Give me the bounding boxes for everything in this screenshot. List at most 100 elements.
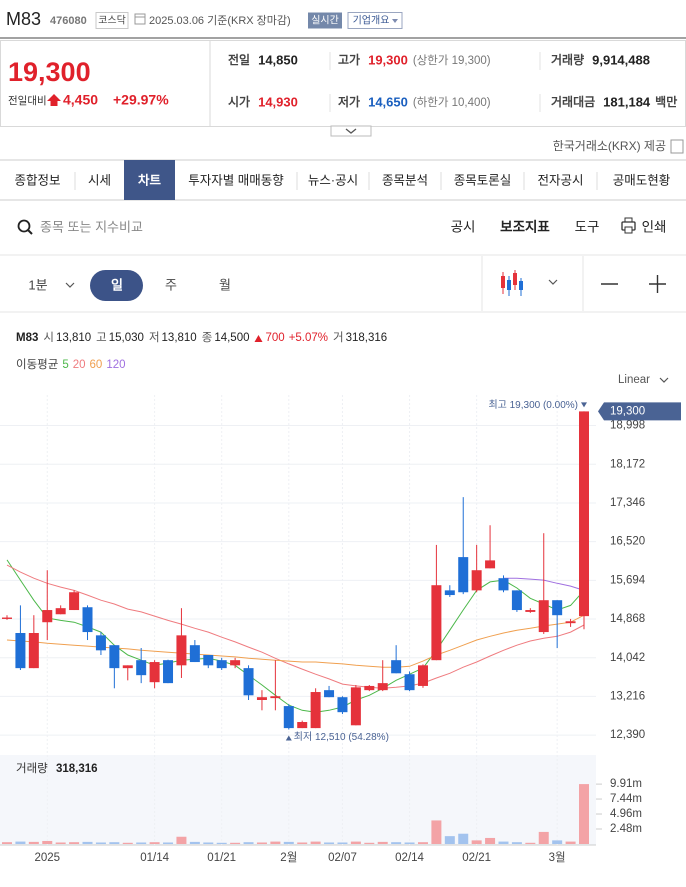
- tab[interactable]: 종목분석: [382, 173, 428, 187]
- candle-body: [431, 585, 442, 661]
- candle-body: [525, 610, 536, 612]
- ma-legend: 5: [62, 359, 68, 371]
- candle-body: [189, 645, 200, 663]
- company-info-caret: [392, 19, 398, 23]
- toolbar-button[interactable]: 인쇄: [642, 220, 667, 235]
- candle-body: [417, 665, 428, 686]
- tab[interactable]: 공매도현황: [613, 173, 671, 187]
- volume-bar: [511, 842, 522, 844]
- tab[interactable]: 시세: [88, 173, 111, 187]
- stat-label: 거래대금: [551, 94, 595, 109]
- ma-line: [6, 614, 585, 668]
- tab[interactable]: 종합정보: [14, 173, 60, 187]
- volume-bar: [136, 842, 147, 844]
- info-name: M83: [16, 332, 38, 344]
- tab[interactable]: 전자공시: [537, 173, 583, 187]
- ma-legend: 120: [106, 359, 125, 371]
- candle-body: [82, 607, 93, 633]
- change-amount: 4,450: [63, 92, 98, 108]
- candle-body: [471, 570, 482, 591]
- x-tick-label: 02/07: [328, 852, 357, 864]
- last-price-label: 19,300: [610, 405, 645, 417]
- source-icon[interactable]: [670, 139, 684, 154]
- high-annotation: 최고 19,300 (0.00%): [488, 399, 578, 411]
- ma-line: [6, 559, 585, 713]
- volume-bar: [391, 842, 402, 844]
- stat-note: (상한가 19,300): [413, 54, 491, 67]
- tab[interactable]: 차트: [138, 172, 162, 187]
- period-option[interactable]: 일: [111, 277, 123, 292]
- candle-body: [270, 696, 281, 699]
- scale-mode[interactable]: Linear: [618, 374, 650, 386]
- candle-body: [337, 697, 348, 713]
- stat-value: 181,184: [603, 94, 651, 109]
- volume-bar: [324, 842, 335, 844]
- volume-bar: [109, 842, 120, 844]
- candle-body: [203, 655, 214, 666]
- last-price-tag: [598, 402, 681, 421]
- y-tick-label: 18,172: [610, 458, 645, 470]
- info-label: 시: [43, 331, 54, 344]
- stat-value: 14,930: [258, 94, 298, 109]
- period-option[interactable]: 주: [165, 277, 177, 292]
- volume-bar: [95, 842, 106, 844]
- volume-bar: [538, 831, 549, 844]
- realtime-text[interactable]: 실시간: [311, 15, 339, 27]
- volume-bar: [163, 842, 174, 844]
- ma-title: 이동평균: [16, 358, 58, 371]
- volume-bar: [565, 841, 576, 844]
- stat-value: 14,650: [368, 94, 408, 109]
- candle-body: [538, 600, 549, 633]
- volume-bar: [471, 840, 482, 844]
- volume-bar: [297, 842, 308, 844]
- candle-body: [310, 692, 321, 729]
- x-tick-label: 2월: [280, 851, 297, 864]
- realtime-badge[interactable]: [308, 12, 342, 29]
- company-info-badge[interactable]: [347, 12, 403, 29]
- low-marker: [285, 735, 292, 741]
- collapse-button[interactable]: [330, 125, 372, 137]
- change-rate: +29.97%: [113, 92, 169, 108]
- volume-panel: [0, 755, 596, 845]
- volume-bar: [69, 842, 80, 844]
- search-placeholder[interactable]: 종목 또는 지수비교: [40, 219, 143, 234]
- ma-legend: 60: [90, 359, 103, 371]
- candle-body: [256, 697, 267, 700]
- toolbar-button[interactable]: 보조지표: [500, 220, 550, 235]
- volume-bar: [485, 837, 496, 844]
- candle-body: [485, 560, 496, 569]
- candle-body: [565, 621, 576, 624]
- search-icon[interactable]: [17, 219, 31, 233]
- tab-active-bg[interactable]: [124, 160, 175, 200]
- candle-body: [391, 660, 402, 674]
- y-tick-label: 16,520: [610, 536, 645, 548]
- candle-body: [350, 687, 361, 726]
- ma-line: [6, 564, 585, 689]
- volume-bar: [444, 836, 455, 844]
- volume-bar: [149, 842, 160, 844]
- volume-bar: [82, 841, 93, 844]
- volume-bar: [243, 842, 254, 844]
- volume-bar: [2, 842, 12, 844]
- candle-body: [149, 662, 160, 683]
- toolbar-button[interactable]: 도구: [575, 220, 600, 235]
- period-pill[interactable]: [90, 270, 143, 301]
- chart-type-icon[interactable]: [501, 270, 523, 296]
- period-option[interactable]: 월: [219, 277, 231, 292]
- toolbar-button[interactable]: 공시: [451, 220, 476, 235]
- tab[interactable]: 종목토론실: [454, 173, 512, 187]
- tab[interactable]: 투자자별 매매동향: [188, 173, 284, 187]
- candle-body: [136, 660, 147, 676]
- candle-body: [498, 578, 509, 591]
- period-option[interactable]: 1분: [28, 277, 47, 292]
- company-info-text[interactable]: 기업개요: [353, 14, 390, 27]
- change-label: 전일대비: [8, 94, 47, 107]
- stat-label: 저가: [338, 94, 360, 109]
- candle-body: [243, 668, 254, 696]
- stat-value: 9,914,488: [592, 52, 650, 67]
- candle-body: [2, 617, 12, 619]
- chart-type-chevron[interactable]: [548, 279, 558, 285]
- tab[interactable]: 뉴스·공시: [308, 173, 358, 187]
